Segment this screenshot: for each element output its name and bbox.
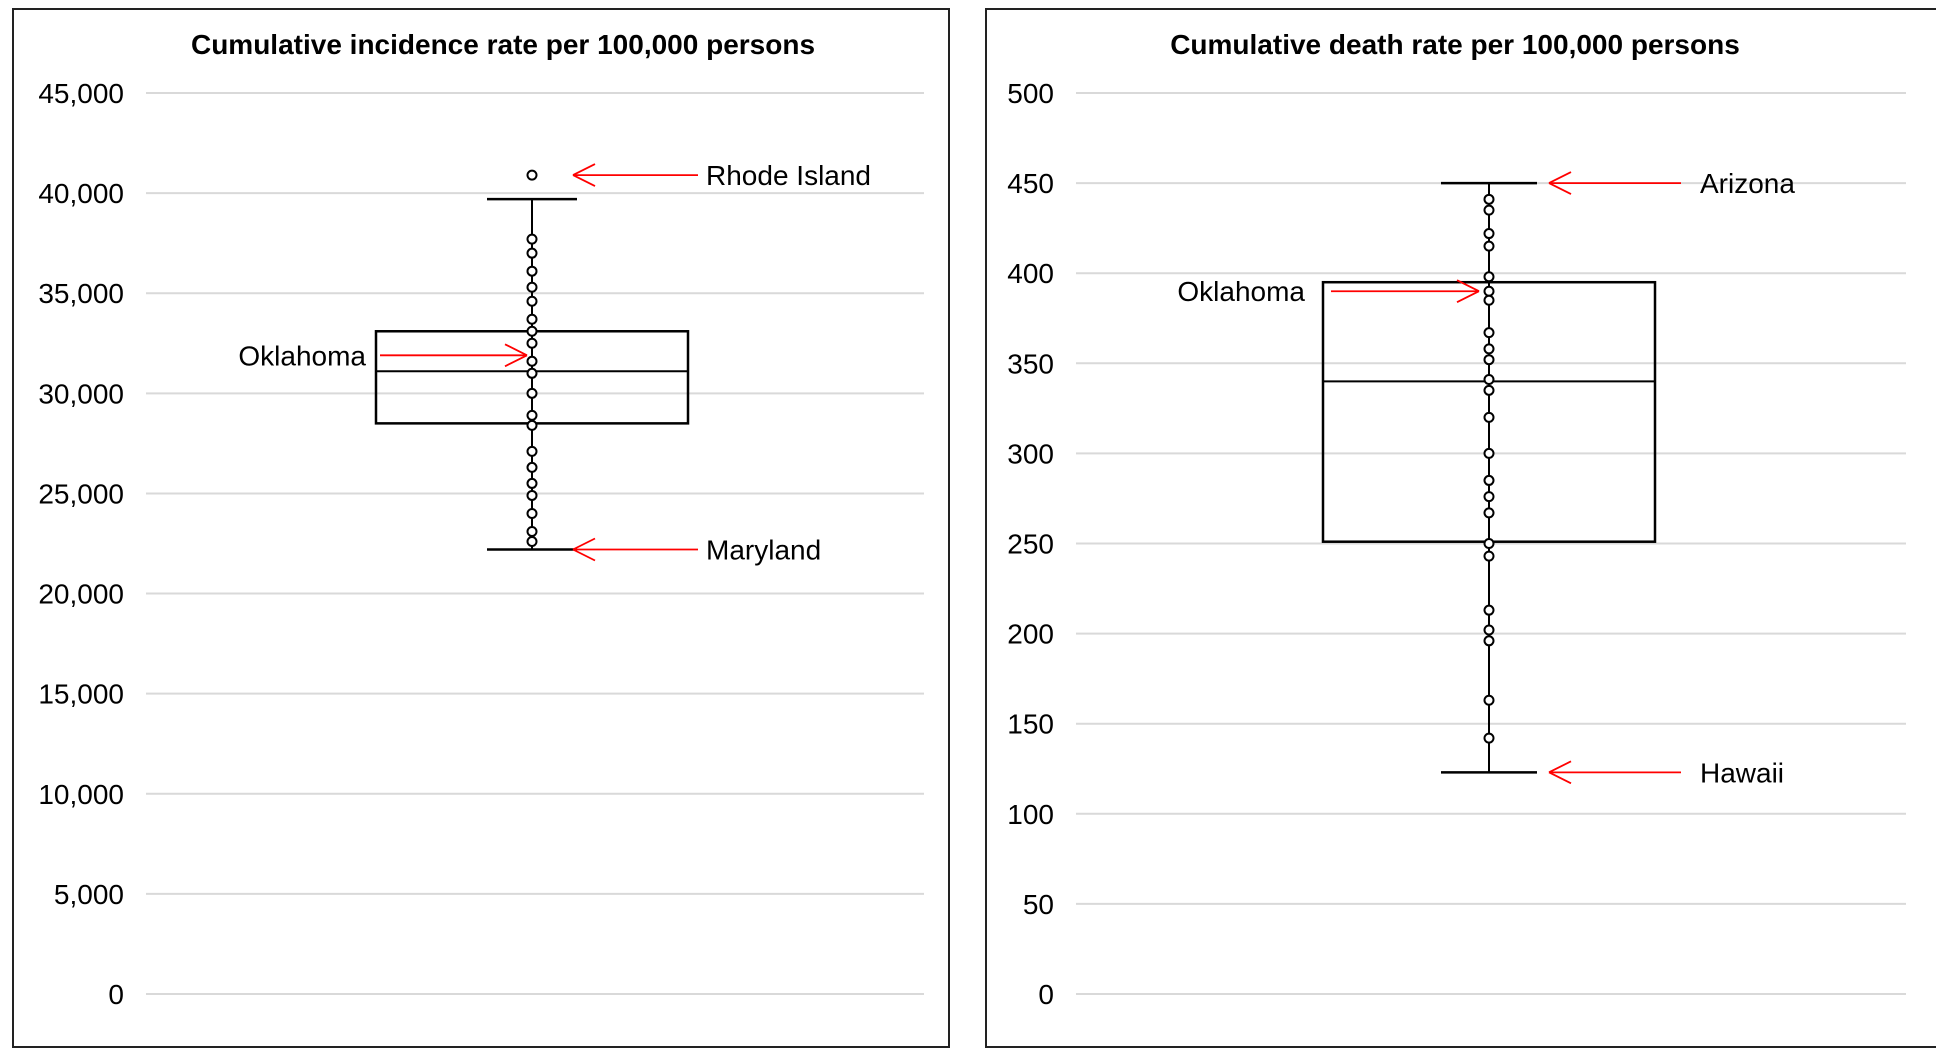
incidence-y-tick-label: 40,000	[38, 178, 124, 209]
death-y-tick-label: 100	[1007, 799, 1054, 830]
incidence-data-point	[526, 295, 538, 307]
death-chart-title: Cumulative death rate per 100,000 person…	[1170, 29, 1740, 60]
death-data-point	[1483, 550, 1495, 562]
death-data-point	[1483, 271, 1495, 283]
death-data-point	[1483, 624, 1495, 636]
death-data-point	[1483, 694, 1495, 706]
death-data-point	[1483, 507, 1495, 519]
death-arrowhead-lower	[1548, 182, 1572, 195]
incidence-data-point	[526, 507, 538, 519]
incidence-data-point	[526, 477, 538, 489]
incidence-data-point	[526, 169, 538, 181]
incidence-data-point	[526, 281, 538, 293]
incidence-data-point	[526, 247, 538, 259]
death-data-point	[1483, 635, 1495, 647]
death-y-tick-label: 400	[1007, 258, 1054, 289]
incidence-y-tick-label: 10,000	[38, 779, 124, 810]
death-data-point	[1483, 204, 1495, 216]
incidence-arrowhead-lower	[504, 354, 528, 368]
death-y-tick-label: 500	[1007, 78, 1054, 109]
death-y-tick-label: 200	[1007, 619, 1054, 650]
death-arrowhead-lower	[1456, 290, 1480, 304]
incidence-data-point	[526, 489, 538, 501]
death-y-tick-label: 150	[1007, 709, 1054, 740]
death-data-point	[1483, 374, 1495, 386]
death-data-point	[1483, 193, 1495, 205]
death-chart-panel	[985, 8, 1936, 1048]
incidence-arrowhead-upper	[572, 163, 596, 176]
death-y-tick-label: 350	[1007, 348, 1054, 379]
death-data-point	[1483, 240, 1495, 252]
incidence-data-point	[526, 445, 538, 457]
death-data-point	[1483, 285, 1495, 297]
incidence-y-tick-label: 35,000	[38, 278, 124, 309]
incidence-data-point	[526, 265, 538, 277]
death-data-point	[1483, 384, 1495, 396]
incidence-data-point	[526, 355, 538, 367]
death-y-tick-label: 450	[1007, 168, 1054, 199]
incidence-data-point	[526, 233, 538, 245]
death-annotation-label: Oklahoma	[1177, 276, 1305, 307]
death-data-point	[1483, 411, 1495, 423]
incidence-data-point	[526, 461, 538, 473]
incidence-data-point	[526, 313, 538, 325]
incidence-y-tick-label: 0	[108, 979, 124, 1010]
death-data-point	[1483, 354, 1495, 366]
incidence-chart-title: Cumulative incidence rate per 100,000 pe…	[191, 29, 815, 60]
incidence-data-point	[526, 337, 538, 349]
incidence-arrowhead-upper	[572, 537, 596, 551]
incidence-data-point	[526, 525, 538, 537]
incidence-data-point	[526, 419, 538, 431]
incidence-data-point	[526, 535, 538, 547]
death-data-point	[1483, 491, 1495, 503]
death-annotation-label: Hawaii	[1700, 757, 1784, 788]
incidence-arrowhead-lower	[572, 548, 596, 562]
death-data-point	[1483, 538, 1495, 549]
death-y-tick-label: 250	[1007, 529, 1054, 560]
incidence-y-tick-label: 30,000	[38, 378, 124, 409]
incidence-annotation-label: Rhode Island	[706, 160, 871, 191]
death-data-point	[1483, 343, 1495, 355]
death-y-tick-label: 300	[1007, 438, 1054, 469]
death-arrowhead-upper	[1548, 171, 1572, 184]
death-annotation-label: Arizona	[1700, 168, 1795, 199]
incidence-data-point	[526, 387, 538, 399]
death-arrowhead-lower	[1548, 771, 1572, 785]
incidence-y-tick-label: 5,000	[54, 879, 124, 910]
incidence-arrowhead-lower	[572, 174, 596, 187]
death-arrowhead-upper	[1456, 279, 1480, 293]
death-y-tick-label: 50	[1023, 889, 1054, 920]
incidence-y-tick-label: 25,000	[38, 478, 124, 509]
death-y-tick-label: 0	[1038, 979, 1054, 1010]
death-arrowhead-upper	[1548, 760, 1572, 774]
death-data-point	[1483, 228, 1495, 240]
incidence-chart-panel	[12, 8, 950, 1048]
death-data-point	[1483, 474, 1495, 486]
incidence-y-tick-label: 45,000	[38, 78, 124, 109]
incidence-data-point	[526, 409, 538, 421]
death-data-point	[1483, 732, 1495, 744]
incidence-annotation-label: Oklahoma	[238, 340, 366, 371]
incidence-y-tick-label: 15,000	[38, 679, 124, 710]
incidence-data-point	[526, 325, 538, 337]
death-data-point	[1483, 294, 1495, 306]
death-data-point	[1483, 327, 1495, 339]
incidence-data-point	[526, 367, 538, 379]
incidence-annotation-label: Maryland	[706, 535, 821, 566]
incidence-arrowhead-upper	[504, 343, 528, 357]
death-data-point	[1483, 604, 1495, 616]
incidence-y-tick-label: 20,000	[38, 579, 124, 610]
death-data-point	[1483, 447, 1495, 459]
